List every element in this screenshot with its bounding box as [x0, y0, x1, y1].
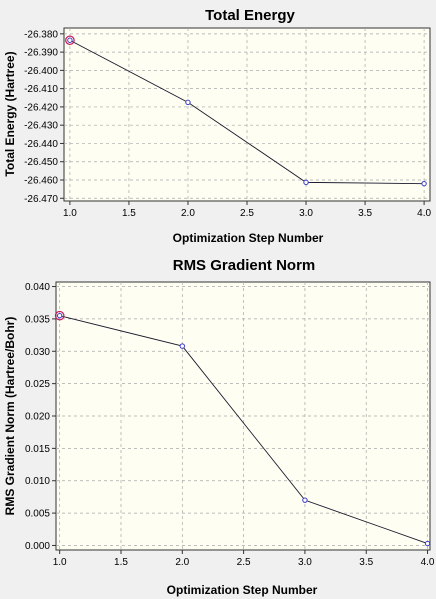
x-tick-label: 4.0: [421, 557, 435, 568]
data-point: [185, 99, 191, 106]
chart-title: Total Energy: [205, 7, 295, 24]
x-tick-label: 3.0: [298, 557, 312, 568]
y-tick-label: 0.025: [25, 379, 50, 390]
x-tick-label: 1.0: [63, 208, 77, 219]
y-tick-label: 0.030: [25, 347, 50, 358]
x-tick-label: 3.0: [299, 208, 313, 219]
y-axis-label: Total Energy (Hartree): [3, 51, 17, 176]
data-point: [424, 540, 431, 547]
y-tick-label: 0.020: [25, 412, 50, 423]
y-tick-label: -26.410: [24, 84, 58, 95]
data-point: [302, 497, 308, 503]
y-tick-label: 0.015: [25, 444, 50, 455]
y-tick-label: 0.040: [25, 282, 50, 293]
selected-point-ring: [54, 310, 65, 321]
x-tick-label: 4.0: [417, 208, 431, 219]
y-tick-label: 0.005: [25, 509, 50, 520]
y-tick-label: 0.035: [25, 314, 50, 325]
y-tick-label: -26.400: [24, 66, 58, 77]
x-tick-label: 1.5: [122, 208, 136, 219]
x-tick-label: 1.0: [53, 557, 67, 568]
y-tick-label: -26.460: [24, 175, 58, 186]
x-tick-label: 2.0: [175, 557, 189, 568]
y-tick-label: -26.430: [24, 121, 58, 132]
y-tick-label: -26.390: [24, 48, 58, 59]
x-tick-label: 3.5: [358, 208, 372, 219]
chart-title: RMS Gradient Norm: [173, 257, 316, 274]
y-tick-label: -26.450: [24, 157, 58, 168]
x-tick-label: 2.5: [240, 208, 254, 219]
x-tick-label: 2.5: [237, 557, 251, 568]
y-tick-label: -26.470: [24, 194, 58, 205]
data-point: [421, 180, 427, 187]
y-tick-label: 0.000: [25, 541, 50, 552]
y-tick-label: -26.380: [24, 29, 58, 40]
rms-gradient-chart: RMS Gradient Norm Optimization Step Numbe…: [3, 257, 435, 597]
series-line: [69, 39, 425, 185]
data-point: [67, 37, 73, 43]
x-axis-label: Optimization Step Number: [173, 231, 324, 245]
y-tick-label: 0.010: [25, 476, 50, 487]
x-tick-label: 3.5: [359, 557, 373, 568]
x-tick-label: 2.0: [181, 208, 195, 219]
y-tick-label: -26.420: [24, 102, 58, 113]
y-axis-label: RMS Gradient Norm (Hartree/Bohr): [3, 317, 17, 516]
selected-point-ring: [65, 35, 75, 46]
data-point: [303, 179, 309, 186]
y-tick-label: -26.440: [24, 139, 58, 150]
data-point: [179, 343, 186, 349]
data-point: [56, 312, 63, 319]
x-tick-label: 1.5: [114, 557, 128, 568]
x-axis-label: Optimization Step Number: [167, 583, 318, 597]
series-line: [59, 315, 428, 544]
total-energy-chart: Total Energy Optimization Step Number Tota…: [3, 7, 431, 245]
